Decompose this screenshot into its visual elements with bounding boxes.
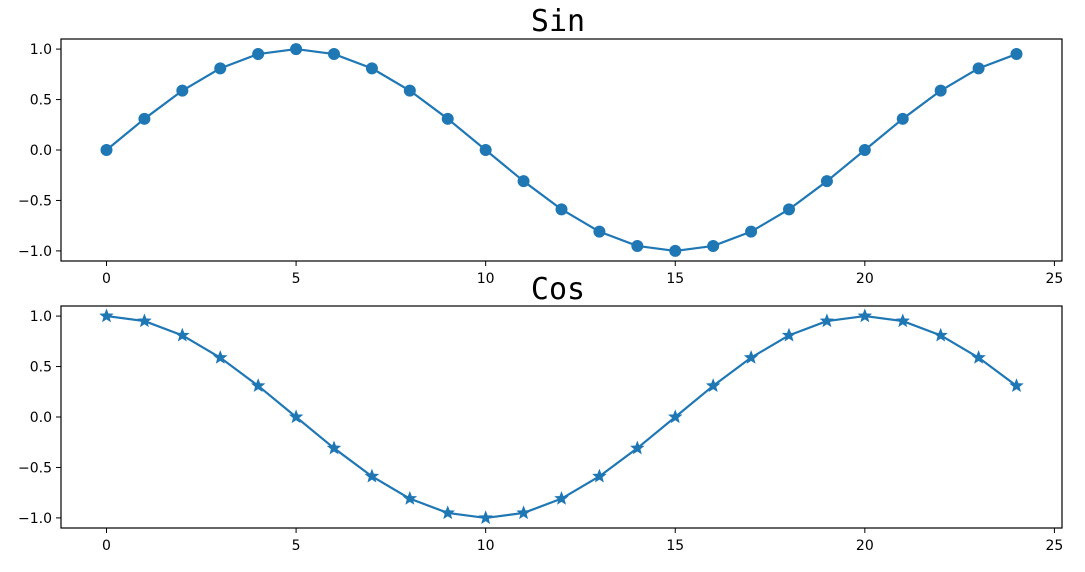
cos-ytick-label: 1.0 <box>30 309 52 325</box>
sin-data-point <box>593 225 606 238</box>
cos-data-point <box>668 409 683 424</box>
sin-data-point <box>858 144 871 156</box>
sin-xtick-label: 20 <box>856 271 874 287</box>
cos-xtick-label: 5 <box>292 538 301 554</box>
cos-subplot: Cos 0 5 10 15 20 25 1.0 0.5 0.0 −0.5 −1.0 <box>18 272 1063 554</box>
sin-data-point <box>896 112 909 125</box>
cos-data-point <box>1009 378 1024 392</box>
cos-data-point <box>326 440 342 455</box>
cos-title: Cos <box>531 272 585 307</box>
cos-data-point <box>99 308 114 323</box>
cos-ytick-label: −0.5 <box>18 460 52 476</box>
sin-data-point <box>934 84 947 97</box>
sin-axis-ticks: 0 5 10 15 20 25 1.0 0.5 0.0 −0.5 −1.0 <box>18 42 1063 287</box>
sin-data-point <box>707 239 720 252</box>
cos-xtick-label: 10 <box>477 538 495 554</box>
sin-data-point <box>176 84 189 97</box>
sin-xtick-label: 15 <box>666 271 684 287</box>
sin-data-point <box>479 144 492 156</box>
cos-data-point <box>478 510 493 525</box>
cos-data-point <box>554 491 569 505</box>
sin-data-point <box>214 62 227 75</box>
sin-data-point <box>783 203 795 216</box>
cos-data-point <box>971 350 986 364</box>
sin-data-point <box>252 48 265 61</box>
cos-data-point <box>175 327 190 342</box>
cos-data-point <box>137 313 152 328</box>
cos-ytick-label: −1.0 <box>18 511 52 527</box>
sin-data-point <box>138 112 151 125</box>
sin-xtick-label: 5 <box>292 271 301 287</box>
sin-data-point <box>517 175 530 188</box>
cos-series <box>99 308 1024 525</box>
cos-data-point <box>705 378 721 392</box>
sin-data-point <box>100 144 113 156</box>
cos-data-point <box>781 327 797 342</box>
sin-data-point <box>328 48 340 61</box>
sin-xtick-label: 0 <box>102 271 111 287</box>
sin-xtick-label: 10 <box>477 271 495 287</box>
sin-data-point <box>403 84 416 97</box>
cos-data-point <box>250 378 266 392</box>
sin-title: Sin <box>531 4 585 39</box>
sin-data-point <box>745 225 758 238</box>
cos-xtick-label: 15 <box>666 538 684 554</box>
cos-data-point <box>933 327 948 342</box>
sin-ytick-label: −0.5 <box>18 193 52 209</box>
sin-series-line <box>105 47 1017 253</box>
sin-data-point <box>365 62 378 75</box>
sin-data-point <box>669 244 682 257</box>
cos-data-point <box>213 350 228 364</box>
cos-data-point <box>743 350 759 364</box>
cos-data-point <box>630 440 645 455</box>
cos-data-point <box>857 308 873 323</box>
cos-data-point <box>516 505 531 520</box>
cos-series-line <box>106 314 1018 520</box>
cos-xtick-label: 20 <box>856 538 874 554</box>
sin-subplot: Sin 0 5 10 15 20 25 1.0 0.5 0.0 −0.5 −1.0 <box>18 4 1063 287</box>
sin-ytick-label: −1.0 <box>18 244 52 260</box>
sin-data-point <box>1010 48 1023 61</box>
sin-data-point <box>631 239 644 252</box>
sin-ytick-label: 1.0 <box>30 42 52 58</box>
sin-ytick-label: 0.5 <box>30 93 52 109</box>
cos-data-point <box>402 491 418 505</box>
cos-ytick-label: 0.5 <box>30 360 52 376</box>
cos-data-point <box>440 505 455 520</box>
sin-data-point <box>972 62 985 75</box>
sin-data-point <box>820 175 833 188</box>
cos-xtick-label: 0 <box>102 538 111 554</box>
sin-series <box>100 43 1023 257</box>
cos-data-point <box>288 409 304 424</box>
sin-plot-frame <box>60 38 1063 262</box>
sin-data-point <box>441 112 454 125</box>
sin-ytick-label: 0.0 <box>30 143 52 159</box>
cos-data-point <box>895 313 910 328</box>
cos-data-point <box>364 468 380 483</box>
cos-data-point <box>592 468 607 483</box>
cos-xtick-label: 25 <box>1046 538 1064 554</box>
cos-data-point <box>819 313 835 328</box>
cos-axis-ticks: 0 5 10 15 20 25 1.0 0.5 0.0 −0.5 −1.0 <box>18 309 1063 554</box>
cos-ytick-label: 0.0 <box>30 410 52 426</box>
sin-xtick-label: 25 <box>1046 271 1064 287</box>
sin-data-point <box>290 43 303 56</box>
sin-data-point <box>555 203 568 216</box>
